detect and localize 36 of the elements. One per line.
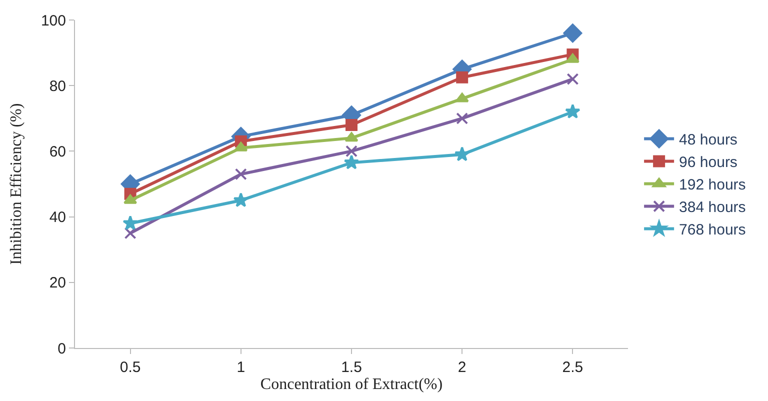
point — [454, 146, 470, 162]
y-axis-title: Inhibition Efficiency (%) — [8, 103, 25, 265]
y-tick-label: 0 — [58, 340, 66, 358]
point — [234, 168, 247, 180]
legend-label: 192 hours — [679, 176, 746, 194]
x-tick-label: 2.5 — [562, 359, 584, 376]
point — [124, 194, 138, 204]
point — [233, 192, 249, 208]
legend-label: 48 hours — [679, 132, 738, 149]
point — [234, 142, 248, 152]
point — [455, 92, 469, 102]
point — [346, 145, 358, 158]
point — [563, 24, 582, 43]
x-tick-label: 2 — [458, 359, 466, 376]
y-tick-label: 40 — [49, 209, 66, 226]
legend-label: 96 hours — [679, 154, 738, 172]
point — [344, 154, 360, 170]
point — [565, 104, 580, 118]
x-tick-label: 1.5 — [341, 359, 362, 376]
point — [456, 71, 468, 84]
point — [566, 73, 579, 86]
y-tick-label: 60 — [49, 143, 66, 160]
point — [124, 227, 136, 240]
x-tick-label: 1 — [236, 359, 246, 376]
y-tick-label: 80 — [49, 78, 66, 95]
legend-label: 384 hours — [679, 199, 746, 216]
x-tick-label: 0.5 — [120, 359, 141, 376]
legend-label: 768 hours — [679, 222, 746, 239]
y-tick-label: 20 — [49, 274, 66, 292]
point — [456, 112, 468, 124]
x-axis-title: Concentration of Extract(%) — [260, 376, 443, 393]
y-tick-label: 100 — [40, 12, 66, 30]
point — [566, 53, 580, 63]
point — [122, 215, 138, 230]
point — [346, 118, 358, 131]
point — [344, 132, 358, 142]
